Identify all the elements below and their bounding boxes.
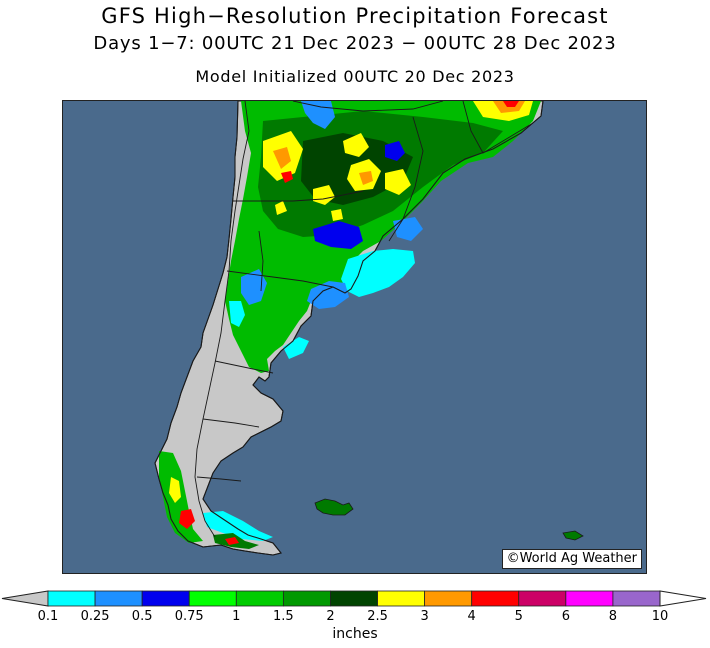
colorbar-above-max-arrow [659,590,707,607]
copyright-credit: ©World Ag Weather [501,549,642,569]
precipitation-colorbar [1,590,707,607]
colorbar-tick-label: 0.25 [80,609,110,624]
colorbar-tick-label: 3 [420,609,429,624]
heavy-precip-cells [263,101,533,221]
cell-orange-2 [359,171,373,185]
colorbar-tick-label: 0.5 [131,609,153,624]
border-argentina-uruguay [388,116,424,242]
precip-blue-2 [301,101,335,129]
colorbar-box [94,590,143,607]
cell-yellow-4 [385,169,411,195]
model-init-line: Model Initialized 00UTC 20 Dec 2023 [195,67,515,86]
colorbar-box [47,590,96,607]
colorbar-tick-label: 1 [232,609,241,624]
precip-cyan-southwest [229,301,245,327]
colorbar-box [424,590,473,607]
colorbar-tick-label: 8 [608,609,618,624]
colorbar-tick-label: 6 [561,609,570,624]
colorbar-box [282,590,331,607]
colorbar-box [471,590,520,607]
precip-lightblue-south [307,281,349,309]
colorbar-box [330,590,378,607]
precip-blue-4 [241,269,267,305]
colorbar-tick-label: 10 [651,609,669,624]
province-line-4 [202,418,260,428]
colorbar-tick-label: 1.5 [273,609,294,624]
colorbar-tick-label: 5 [514,609,523,624]
precipitation-map: ©World Ag Weather [62,100,647,574]
cell-yellow-5 [313,185,335,205]
forecast-period: Days 1−7: 00UTC 21 Dec 2023 − 00UTC 28 D… [93,33,617,54]
colorbar-box [377,590,426,607]
cell-yellow-8 [275,201,287,215]
precip-southern-yellow [169,477,181,503]
colorbar-below-min-arrow [1,590,49,607]
colorbar-box [565,590,614,607]
border-bolivia-paraguay [292,101,444,112]
precip-southern-red [179,509,195,529]
province-line-5 [196,476,242,482]
province-line-1 [233,190,364,202]
colorbar-units-label: inches [332,626,378,642]
precip-tierra-red [225,537,239,545]
credit-text: ©World Ag Weather [506,551,637,566]
colorbar-box [188,590,237,607]
precip-tierra-del-fuego [203,511,273,541]
colorbar-tick-label: 2.5 [367,609,388,624]
colorbar-box [141,590,190,607]
map-title: GFS High−Resolution Precipitation Foreca… [101,4,609,28]
province-line-2 [226,270,334,288]
colorbar-box [518,590,567,607]
colorbar-tick-label: 4 [467,609,476,624]
coastline [154,101,544,556]
cell-red-1 [281,171,293,183]
cell-yellow-7 [331,209,343,221]
falkland-islands [314,498,354,516]
map-canvas [63,101,646,573]
colorbar-box [612,590,661,607]
precip-cyan-patagonia [283,337,309,359]
colorbar-boxes [1,590,707,607]
precip-blue-3 [385,141,405,161]
cell-yellow-2 [343,133,369,157]
colorbar-tick-label: 2 [326,609,335,624]
precip-cyan-east [341,249,415,297]
cell-red-2 [503,101,519,107]
province-line-6 [258,230,264,292]
border-chile-argentina [194,101,250,538]
colorbar-tick-label: 0.1 [37,609,59,624]
province-line-3 [214,360,274,374]
precip-blue-1 [313,221,363,249]
south-georgia-island [562,530,584,541]
cell-orange-1 [273,147,291,169]
colorbar-tick-label: 0.75 [174,609,204,624]
colorbar-box [235,590,284,607]
